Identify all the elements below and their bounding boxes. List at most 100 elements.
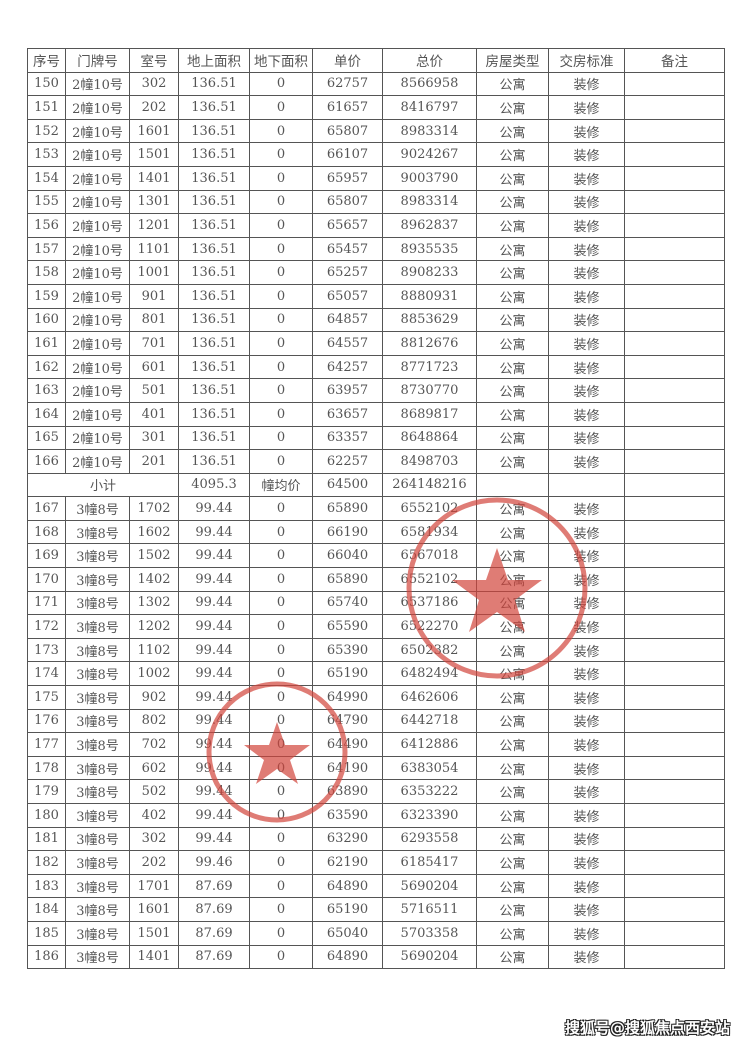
table-cell: 公寓 xyxy=(476,118,549,144)
table-cell: 164 xyxy=(27,401,66,427)
table-cell: 136.51 xyxy=(178,142,250,167)
table-cell: 99.44 xyxy=(178,543,250,569)
table-cell: 62190 xyxy=(312,850,383,875)
table-cell: 176 xyxy=(27,708,66,734)
table-cell: 63290 xyxy=(312,826,383,852)
table-cell: 2幢10号 xyxy=(65,378,130,403)
table-cell: 3幢8号 xyxy=(65,850,130,875)
table-cell: 2幢10号 xyxy=(65,307,130,333)
table-cell: 公寓 xyxy=(476,944,549,970)
table-cell: 装修 xyxy=(548,378,625,403)
table-cell: 65657 xyxy=(312,213,383,238)
table-row: 164 2幢10号 401 136.51 0 63657 8689817 公寓 装修 xyxy=(27,401,725,427)
table-cell xyxy=(624,449,725,474)
table-cell: 87.69 xyxy=(178,897,250,922)
table-cell: 65040 xyxy=(312,920,383,946)
table-cell: 3幢8号 xyxy=(65,826,130,852)
table-cell: 62257 xyxy=(312,449,383,474)
table-cell: 1302 xyxy=(129,590,179,616)
table-row: 185 3幢8号 1501 87.69 0 65040 5703358 公寓 装修 xyxy=(27,920,725,946)
table-cell: 178 xyxy=(27,755,66,781)
table-cell xyxy=(624,496,725,521)
table-cell: 5703358 xyxy=(382,920,477,946)
table-cell: 1401 xyxy=(129,944,179,970)
table-cell: 177 xyxy=(27,732,66,757)
table-cell: 装修 xyxy=(548,260,625,285)
table-cell: 3幢8号 xyxy=(65,661,130,687)
table-cell xyxy=(624,260,725,285)
table-cell: 65740 xyxy=(312,590,383,616)
table-cell: 182 xyxy=(27,850,66,875)
table-cell: 6412886 xyxy=(382,732,477,757)
table-cell: 公寓 xyxy=(476,637,549,663)
table-cell: 64990 xyxy=(312,685,383,710)
table-cell: 0 xyxy=(249,425,313,451)
table-cell: 装修 xyxy=(548,165,625,191)
table-cell: 装修 xyxy=(548,614,625,639)
subtotal-cell xyxy=(476,472,549,498)
table-cell: 公寓 xyxy=(476,779,549,804)
table-cell: 402 xyxy=(129,803,179,828)
table-cell: 136.51 xyxy=(178,118,250,144)
column-header: 备注 xyxy=(624,48,725,73)
table-cell: 99.44 xyxy=(178,732,250,757)
table-cell: 136.51 xyxy=(178,378,250,403)
table-row: 174 3幢8号 1002 99.44 0 65190 6482494 公寓 装修 xyxy=(27,661,725,687)
table-cell: 64890 xyxy=(312,944,383,970)
table-cell: 901 xyxy=(129,283,179,309)
table-cell xyxy=(624,755,725,781)
table-cell: 公寓 xyxy=(476,519,549,545)
table-cell: 装修 xyxy=(548,118,625,144)
table-cell: 1501 xyxy=(129,142,179,167)
table-cell: 99.44 xyxy=(178,661,250,687)
table-cell: 装修 xyxy=(548,708,625,734)
watermark: 搜狐号@搜狐焦点西安站 xyxy=(564,1019,730,1037)
table-cell: 公寓 xyxy=(476,590,549,616)
table-cell: 136.51 xyxy=(178,331,250,356)
table-cell: 装修 xyxy=(548,519,625,545)
table-cell: 3幢8号 xyxy=(65,567,130,592)
table-cell: 169 xyxy=(27,543,66,569)
table-cell: 0 xyxy=(249,236,313,262)
table-cell: 0 xyxy=(249,213,313,238)
table-cell: 99.44 xyxy=(178,755,250,781)
table-cell: 公寓 xyxy=(476,425,549,451)
table-cell: 801 xyxy=(129,307,179,333)
table-cell: 2幢10号 xyxy=(65,260,130,285)
table-cell: 99.44 xyxy=(178,590,250,616)
table-cell: 802 xyxy=(129,708,179,734)
table-cell: 装修 xyxy=(548,850,625,875)
table-cell: 99.44 xyxy=(178,826,250,852)
table-cell: 151 xyxy=(27,95,66,120)
table-cell: 99.44 xyxy=(178,496,250,521)
table-cell: 179 xyxy=(27,779,66,804)
table-cell: 装修 xyxy=(548,496,625,521)
table-cell: 5690204 xyxy=(382,944,477,970)
subtotal-row: 小计 4095.3 幢均价 64500 264148216 xyxy=(27,472,725,498)
table-cell: 8730770 xyxy=(382,378,477,403)
table-row: 169 3幢8号 1502 99.44 0 66040 6567018 公寓 装修 xyxy=(27,543,725,569)
table-cell: 66107 xyxy=(312,142,383,167)
table-cell: 2幢10号 xyxy=(65,213,130,238)
table-cell: 2幢10号 xyxy=(65,142,130,167)
table-cell: 65890 xyxy=(312,567,383,592)
table-cell: 136.51 xyxy=(178,307,250,333)
table-cell: 0 xyxy=(249,803,313,828)
table-cell: 602 xyxy=(129,755,179,781)
table-cell xyxy=(624,590,725,616)
table-cell: 6581934 xyxy=(382,519,477,545)
table-cell: 65890 xyxy=(312,496,383,521)
table-cell: 0 xyxy=(249,685,313,710)
table-cell: 1402 xyxy=(129,567,179,592)
subtotal-cell: 幢均价 xyxy=(249,472,313,498)
table-cell: 166 xyxy=(27,449,66,474)
table-cell: 66040 xyxy=(312,543,383,569)
table-cell: 装修 xyxy=(548,826,625,852)
table-row: 161 2幢10号 701 136.51 0 64557 8812676 公寓 装修 xyxy=(27,331,725,356)
table-cell: 99.44 xyxy=(178,803,250,828)
table-row: 171 3幢8号 1302 99.44 0 65740 6537186 公寓 装修 xyxy=(27,590,725,616)
table-cell: 0 xyxy=(249,496,313,521)
table-cell: 152 xyxy=(27,118,66,144)
table-cell: 公寓 xyxy=(476,826,549,852)
table-cell: 公寓 xyxy=(476,661,549,687)
